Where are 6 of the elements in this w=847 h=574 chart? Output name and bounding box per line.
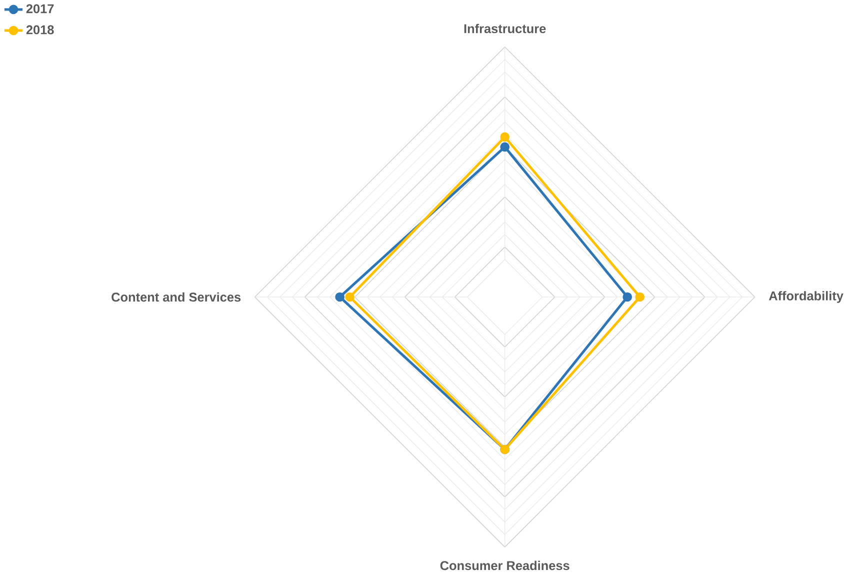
spoke-label: Content and Services: [112, 292, 241, 302]
legend-label: 2018: [26, 25, 54, 34]
spoke-label: Infrastructure: [464, 24, 546, 34]
legend-label: 2017: [26, 4, 54, 14]
spoke-label: Consumer Readiness: [440, 560, 570, 570]
spoke-label: Affordability: [768, 291, 844, 304]
